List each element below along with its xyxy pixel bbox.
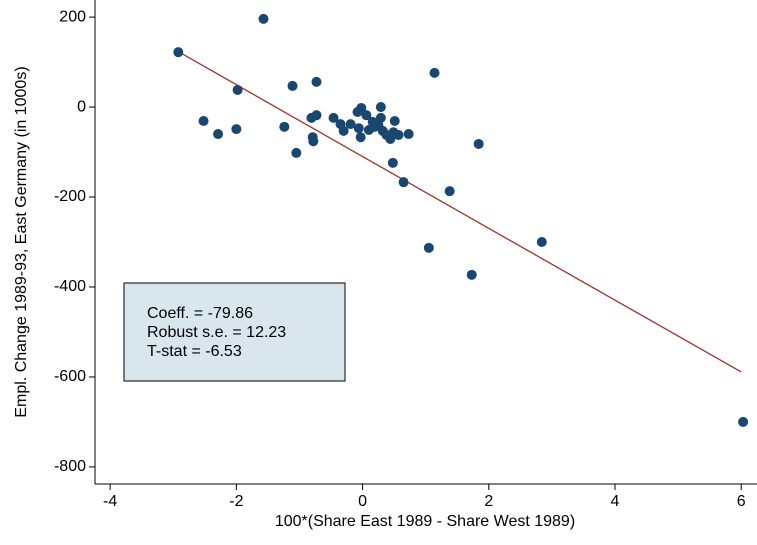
point: [328, 112, 339, 123]
x-tick-label: 4: [611, 493, 620, 510]
point: [311, 110, 322, 121]
point: [387, 157, 398, 168]
y-tick-label: 200: [59, 8, 86, 25]
point: [356, 102, 367, 113]
annotation-box: [123, 282, 346, 382]
annotation: Coeff. = -79.86: [147, 305, 253, 322]
x-tick-label: 0: [358, 493, 367, 510]
point: [466, 269, 477, 280]
point: [429, 67, 440, 78]
x-tick-label: 6: [737, 493, 746, 510]
point: [308, 136, 319, 147]
point: [389, 116, 400, 126]
point: [403, 129, 414, 140]
point: [536, 237, 547, 247]
point: [355, 132, 366, 143]
point: [398, 177, 409, 188]
y-tick-label: -400: [54, 278, 86, 295]
y-tick-label: -800: [54, 458, 86, 475]
x-tick-label: -2: [229, 493, 243, 510]
point: [444, 186, 455, 197]
point: [375, 112, 386, 123]
point: [279, 121, 290, 132]
point: [393, 129, 404, 140]
point: [173, 47, 184, 58]
point: [353, 123, 364, 134]
point: [291, 147, 302, 158]
point: [338, 125, 349, 136]
point: [213, 129, 224, 140]
annotation: Robust s.e. = 12.23: [147, 324, 286, 341]
point: [423, 242, 434, 253]
point: [375, 102, 386, 113]
point: [345, 119, 356, 130]
point: [231, 124, 242, 135]
point: [287, 80, 298, 91]
point: [232, 84, 243, 95]
point: [738, 416, 749, 427]
x-axis-title: 100*(Share East 1989 - Share West 1989): [275, 513, 575, 530]
x-tick-label: -4: [103, 493, 117, 510]
y-axis-title: Empl. Change 1989-93, East Germany (in 1…: [13, 66, 30, 417]
y-tick-label: 0: [77, 98, 86, 115]
fit-line: [180, 52, 742, 373]
y-tick-label: -200: [54, 188, 86, 205]
point: [198, 116, 209, 126]
point: [473, 138, 484, 149]
x-tick-label: 2: [484, 493, 493, 510]
point: [311, 76, 322, 87]
annotation: T-stat = -6.53: [147, 343, 242, 360]
point: [258, 13, 269, 24]
point: [361, 110, 372, 121]
y-tick-label: -600: [54, 368, 86, 385]
